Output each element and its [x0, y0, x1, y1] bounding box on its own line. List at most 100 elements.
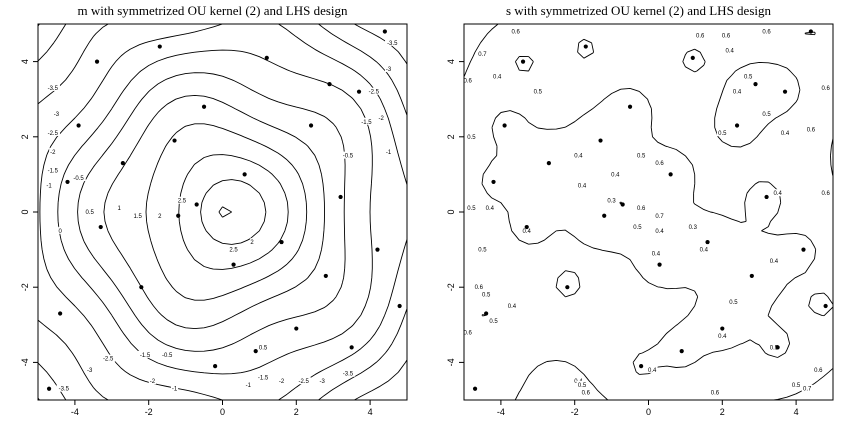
contour-label-bg: [694, 31, 706, 39]
design-point: [764, 194, 769, 200]
contour-label: -3.5: [343, 372, 354, 378]
contour-label: 0: [58, 229, 62, 235]
contour-label-bg: [384, 147, 393, 155]
contour-label: 0.6: [464, 330, 473, 336]
design-point: [734, 123, 740, 128]
contour-label-bg: [56, 384, 72, 392]
contour-label: 0.6: [722, 33, 731, 39]
contour-label-bg: [801, 384, 813, 392]
contour-label-bg: [576, 181, 588, 189]
contour-label-bg: [761, 110, 772, 118]
contour-label-bg: [45, 166, 60, 174]
contour-label: 0.4: [652, 251, 661, 257]
contour-label: 0.5: [718, 131, 727, 137]
contour-label: 0.4: [523, 229, 532, 235]
design-point: [375, 247, 380, 252]
contour-label-bg: [159, 350, 175, 358]
contour-label-bg: [137, 350, 153, 358]
design-point: [720, 326, 725, 331]
contour-label-bg: [86, 365, 94, 373]
contour-label-bg: [462, 76, 474, 84]
design-point: [546, 161, 551, 166]
contour-label: -1: [46, 184, 52, 190]
contour-label-bg: [761, 27, 772, 35]
contour-label-bg: [820, 189, 832, 197]
design-point: [639, 364, 644, 369]
contour-label: 0.6: [711, 390, 720, 396]
contour-label-bg: [465, 132, 477, 140]
contour-label: 0.6: [511, 30, 520, 36]
design-point: [657, 262, 662, 267]
contour-label: -3.5: [387, 41, 398, 47]
contour-label-bg: [318, 377, 326, 385]
contour-label-bg: [812, 365, 824, 373]
contour-line: [77, 72, 346, 352]
contour-label: -1.5: [361, 120, 372, 126]
contour-label: -2: [279, 379, 285, 385]
contour-label-bg: [340, 151, 356, 159]
contour-label-bg: [772, 189, 784, 197]
contour-label: -3: [87, 368, 93, 374]
contour-label: 0.4: [733, 90, 742, 96]
contour-label: 0.5: [467, 206, 476, 212]
contour-label-bg: [572, 377, 584, 385]
contour-label-bg: [768, 343, 780, 351]
design-point: [620, 202, 625, 207]
contour-label: 0.5: [482, 293, 491, 299]
design-point: [94, 59, 100, 64]
contour-label: -3: [319, 379, 325, 385]
contour-label-bg: [698, 245, 710, 253]
contour-label: 0.4: [508, 304, 517, 310]
contour-line: [103, 94, 325, 330]
contour-label-bg: [228, 245, 239, 253]
contour-label: -1.5: [258, 375, 269, 381]
design-point: [264, 55, 269, 60]
design-point: [397, 303, 402, 309]
contour-label-bg: [724, 46, 736, 54]
contour-label: 0.6: [637, 206, 646, 212]
contour-label-bg: [465, 204, 477, 212]
x-tick-label: 0: [646, 407, 651, 417]
contour-label: 0.5: [578, 383, 587, 389]
contour-label: 0.6: [762, 30, 771, 36]
design-point: [194, 202, 199, 207]
x-tick-label: -2: [571, 407, 579, 417]
contour-label: 0.4: [726, 48, 735, 54]
design-point: [120, 161, 125, 166]
contour-label-bg: [84, 208, 96, 215]
contour-label: 0.5: [478, 248, 487, 254]
contour-label-bg: [117, 204, 121, 212]
contour-label: 0.4: [770, 259, 779, 265]
design-point: [294, 326, 299, 331]
contour-label-bg: [521, 226, 533, 234]
contour-plot-s: 0.60.70.60.40.50.50.40.50.50.40.60.50.40…: [446, 23, 834, 417]
y-tick-label: -2: [20, 283, 30, 291]
contour-label-bg: [244, 380, 252, 388]
contour-label: 0.4: [655, 229, 664, 235]
contour-label: 0.4: [700, 248, 709, 254]
chart-panel-m: m with symmetrized OU kernel (2) and LHS…: [0, 0, 425, 425]
contour-label: -1: [172, 387, 178, 393]
contour-label-bg: [488, 317, 499, 325]
contour-label-bg: [359, 117, 374, 125]
contour-label-bg: [462, 328, 474, 336]
contour-label: 0.4: [486, 206, 495, 212]
design-point: [349, 345, 354, 350]
design-point: [46, 386, 52, 391]
contour-label-bg: [654, 226, 665, 234]
contour-label: 0.5: [633, 225, 642, 231]
contour-label: 0.4: [578, 184, 587, 190]
contour-label-bg: [768, 256, 780, 264]
contour-label: 0.5: [744, 75, 753, 81]
design-point: [583, 44, 588, 49]
contour-label-bg: [45, 83, 60, 91]
contour-line: [200, 179, 267, 245]
contour-label-bg: [45, 129, 60, 137]
contour-label-bg: [45, 181, 53, 189]
y-tick-label: 4: [446, 59, 456, 64]
y-tick-label: 0: [446, 209, 456, 214]
contour-label-bg: [176, 196, 188, 204]
contour-label-bg: [340, 369, 356, 377]
contour-label-bg: [58, 226, 62, 234]
contour-label-bg: [654, 159, 665, 167]
